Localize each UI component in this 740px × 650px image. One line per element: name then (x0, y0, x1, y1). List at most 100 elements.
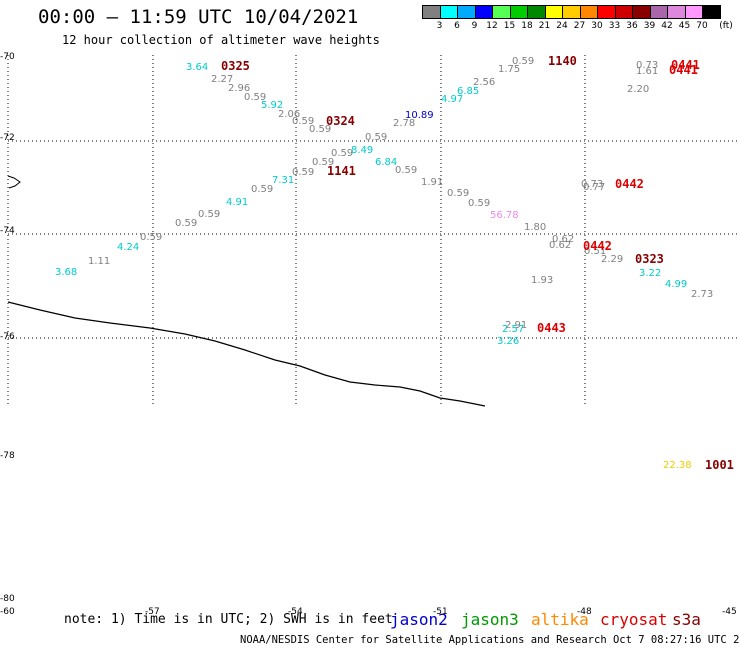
wave-height-value: 2.57 (502, 324, 525, 335)
footnote: note: 1) Time is in UTC; 2) SWH is in fe… (64, 612, 393, 627)
island-outline (7, 175, 21, 189)
color-scale-label: 70 (696, 21, 708, 31)
wave-height-value: 0.73 (581, 179, 604, 190)
wave-height-value: 5.92 (261, 100, 284, 111)
wave-height-value: 22.38 (663, 460, 692, 471)
wave-height-value: 0.73 (636, 60, 659, 71)
lat-label-72: -72 (0, 133, 15, 143)
color-scale-label: 33 (608, 21, 621, 31)
color-scale-unit: (ft) (719, 21, 733, 31)
lat-label-80: -80 (0, 594, 15, 604)
credit-line: NOAA/NESDIS Center for Satellite Applica… (240, 634, 740, 646)
color-scale-label: 9 (471, 21, 478, 31)
wave-height-value: 3.68 (55, 267, 78, 278)
wave-height-value: 1.11 (88, 256, 111, 267)
legend-altika: altika (531, 610, 589, 629)
color-scale-label: 24 (556, 21, 568, 31)
wave-height-value: 1.93 (531, 275, 554, 286)
wave-height-value: 8.49 (351, 145, 374, 156)
wave-height-value: 3.26 (497, 336, 520, 347)
wave-height-value: 0.51 (584, 246, 607, 257)
wave-height-value: 0.59 (309, 124, 332, 135)
wave-height-value: 56.78 (490, 210, 519, 221)
lon-label-60: -60 (0, 607, 15, 617)
wave-height-value: 6.85 (457, 86, 480, 97)
pass-time-label: 0443 (537, 321, 566, 335)
wave-height-value: 1.91 (421, 177, 444, 188)
pass-time-label: 0442 (615, 177, 644, 191)
wave-height-value: 1.80 (524, 222, 547, 233)
wave-height-value: 4.24 (117, 242, 140, 253)
wave-height-value: 6.84 (375, 157, 398, 168)
lon-label-45: -45 (722, 607, 737, 617)
pass-time-label: 0323 (635, 252, 664, 266)
wave-height-value: 2.96 (228, 83, 251, 94)
lon-label-51: -51 (433, 607, 448, 617)
wave-height-value: 0.77 (583, 182, 606, 193)
color-scale-swatch (702, 5, 721, 19)
wave-height-value: 0.59 (312, 157, 335, 168)
map-subtitle: 12 hour collection of altimeter wave hei… (62, 33, 380, 47)
coastline (7, 301, 486, 407)
color-scale-label: 15 (503, 21, 516, 31)
pass-time-label: 0441 (671, 58, 700, 72)
wave-height-value: 0.59 (140, 232, 163, 243)
color-scale-label: 42 (661, 21, 673, 31)
wave-height-value: 0.59 (292, 167, 315, 178)
lon-label-54: -54 (288, 607, 303, 617)
map-grid (8, 55, 740, 405)
color-scale-label: 39 (643, 21, 656, 31)
lat-label-76: -76 (0, 332, 15, 342)
wave-height-value: 0.59 (365, 132, 388, 143)
wave-height-value: 2.73 (691, 289, 714, 300)
wave-height-value: 2.91 (505, 320, 528, 331)
wave-height-value: 4.91 (226, 197, 249, 208)
wave-height-value: 0.59 (447, 188, 470, 199)
wave-height-value: 2.29 (601, 254, 624, 265)
lat-label-74: -74 (0, 226, 15, 236)
legend-jason3: jason3 (461, 610, 519, 629)
wave-height-value: 0.59 (512, 56, 535, 67)
color-scale-label: 3 (436, 21, 443, 31)
color-scale-label: 36 (626, 21, 638, 31)
wave-height-value: 2.06 (278, 109, 301, 120)
wave-height-value: 2.27 (211, 74, 234, 85)
wave-height-value: 0.59 (292, 116, 315, 127)
color-scale-label: 27 (573, 21, 586, 31)
lat-label-78: -78 (0, 451, 15, 461)
color-scale-label: 18 (521, 21, 533, 31)
legend-s3a: s3a (672, 610, 701, 629)
wave-height-value: 2.20 (627, 84, 650, 95)
color-scale-label: 30 (591, 21, 603, 31)
pass-time-label: 1141 (327, 164, 356, 178)
wave-height-value: 2.56 (473, 77, 496, 88)
wave-height-value: 0.59 (468, 198, 491, 209)
wave-height-value: 1.61 (636, 66, 659, 77)
pass-time-label: 0324 (326, 114, 355, 128)
wave-height-value: 1.75 (498, 64, 521, 75)
pass-time-label: 0442 (583, 239, 612, 253)
wave-height-value: 0.59 (175, 218, 198, 229)
lat-label-70: -70 (0, 52, 15, 62)
wave-height-value: 10.89 (405, 110, 434, 121)
wave-height-value: 3.22 (639, 268, 662, 279)
color-scale-label: 21 (538, 21, 551, 31)
legend-jason2: jason2 (390, 610, 448, 629)
pass-time-label: 1140 (548, 54, 577, 68)
color-scale-label: 12 (486, 21, 498, 31)
pass-time-label: 1001 (705, 458, 734, 472)
wave-height-value: 4.99 (665, 279, 688, 290)
wave-height-value: 2.78 (393, 118, 416, 129)
wave-height-value: 7.31 (272, 175, 295, 186)
map-title: 00:00 – 11:59 UTC 10/04/2021 (38, 6, 359, 28)
color-scale-label: 45 (678, 21, 691, 31)
wave-height-value: 0.59 (331, 148, 354, 159)
wave-height-value: 0.62 (552, 234, 575, 245)
wave-height-value: 0.59 (244, 92, 267, 103)
wave-height-value: 3.64 (186, 62, 209, 73)
wave-height-value: 0.59 (198, 209, 221, 220)
pass-time-label: 0441 (669, 63, 698, 77)
legend-cryosat: cryosat (600, 610, 668, 629)
